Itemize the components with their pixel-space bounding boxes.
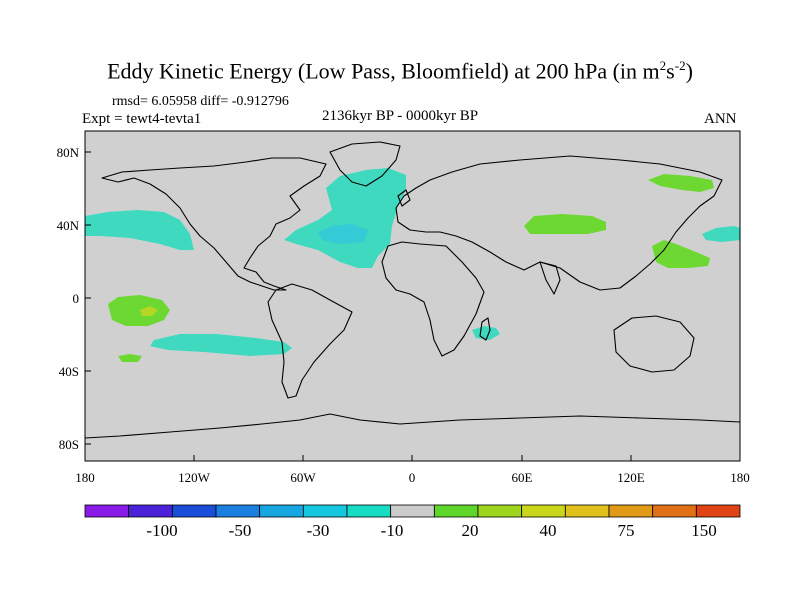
- lat-tick-label: 0: [73, 291, 80, 306]
- south-america-coast: [267, 283, 353, 399]
- lon-tick-label: 60W: [290, 470, 316, 485]
- colorbar-label: 20: [462, 521, 479, 540]
- lat-tick-label: 80N: [57, 145, 80, 160]
- lon-tick: 180: [730, 455, 750, 485]
- eurasia-coast: [395, 155, 723, 291]
- colorbar-label: -10: [381, 521, 404, 540]
- colorbar-box: [564, 504, 610, 518]
- lon-tick: 120W: [178, 455, 211, 485]
- lon-tick-label: 120E: [617, 470, 645, 485]
- south-pacific-anomaly: [150, 334, 292, 356]
- colorbar-label: -100: [146, 521, 177, 540]
- lat-tick-label: 40N: [57, 218, 80, 233]
- british-isles-coast: [397, 189, 411, 207]
- colorbar-box: [128, 504, 173, 518]
- colorbar-box: [259, 504, 304, 518]
- colorbar-box: [215, 504, 261, 518]
- colorbar-label: 150: [691, 521, 717, 540]
- colorbar-box: [171, 504, 217, 518]
- indian-ocean-anomaly: [472, 326, 500, 340]
- lat-tick-label: 40S: [59, 364, 79, 379]
- indian-subcontinent-coast: [539, 261, 561, 295]
- colorbar-box: [652, 504, 697, 518]
- west-pacific-anomaly: [702, 226, 740, 242]
- lon-tick-label: 180: [730, 470, 750, 485]
- lon-tick: 120E: [617, 455, 645, 485]
- plot-title: Eddy Kinetic Energy (Low Pass, Bloomfiel…: [0, 58, 800, 84]
- north-atlantic-core: [318, 224, 368, 244]
- title-main: Eddy Kinetic Energy (Low Pass, Bloomfiel…: [107, 58, 660, 84]
- colorbar-box: [390, 504, 435, 518]
- lon-tick-label: 120W: [178, 470, 211, 485]
- lon-tick-label: 0: [409, 470, 416, 485]
- colorbar-box: [302, 504, 348, 518]
- northeast-pacific-anomaly: [85, 210, 194, 250]
- lat-tick-label: 80S: [59, 437, 79, 452]
- title-exponent-2: -2: [674, 58, 686, 73]
- lon-tick: 60W: [290, 455, 316, 485]
- colorbar: [84, 504, 741, 518]
- north-atlantic-anomaly: [284, 168, 406, 268]
- title-close: ): [685, 58, 693, 84]
- anomaly-regions: [85, 168, 740, 362]
- colorbar-label: -30: [307, 521, 330, 540]
- madagascar-coast: [479, 317, 491, 341]
- lat-tick: 80S: [59, 437, 91, 452]
- colorbar-labels: -100 -50 -30 -10 20 40 75 150: [146, 521, 716, 540]
- title-unit-s: s: [666, 58, 675, 84]
- south-pacific-small-anomaly: [118, 354, 142, 362]
- period-label: 2136kyr BP - 0000kyr BP: [322, 108, 479, 124]
- africa-coast: [381, 241, 485, 357]
- longitude-axis: 180 120W 60W 0 60E 120E 180: [75, 455, 750, 485]
- colorbar-box: [521, 504, 566, 518]
- season-label: ANN: [704, 111, 737, 127]
- colorbar-label: -50: [229, 521, 252, 540]
- antarctica-coast: [84, 413, 741, 439]
- lon-tick-label: 60E: [512, 470, 533, 485]
- stats-label: rmsd= 6.05958 diff= -0.912796: [112, 94, 289, 109]
- colorbar-label: 75: [618, 521, 635, 540]
- colorbar-box: [608, 504, 654, 518]
- lon-tick-label: 180: [75, 470, 95, 485]
- australia-coast: [613, 315, 695, 373]
- lon-tick: 180: [75, 455, 95, 485]
- title-exponent-1: 2: [659, 58, 667, 73]
- lat-tick: 80N: [57, 145, 91, 160]
- lat-tick: 40S: [59, 364, 91, 379]
- greenland-coast: [329, 141, 401, 187]
- tropical-pacific-core: [140, 306, 158, 316]
- colorbar-label: 40: [540, 521, 557, 540]
- colorbar-box: [433, 504, 479, 518]
- lat-tick: 0: [73, 291, 91, 306]
- lon-tick: 0: [409, 455, 416, 485]
- tropical-pacific-anomaly: [108, 295, 170, 326]
- north-america-coast: [101, 157, 327, 291]
- experiment-label: Expt = tewt4-tevta1: [82, 111, 202, 127]
- lat-tick: 40N: [57, 218, 91, 233]
- central-asia-anomaly: [524, 214, 606, 234]
- colorbar-box: [695, 504, 741, 518]
- northeast-asia-anomaly: [648, 174, 714, 192]
- lon-tick: 60E: [512, 455, 533, 485]
- coastlines: [84, 141, 741, 439]
- colorbar-box: [84, 504, 130, 518]
- colorbar-box: [346, 504, 392, 518]
- colorbar-box: [477, 504, 523, 518]
- latitude-axis: 80N 40N 0 40S 80S: [57, 145, 91, 452]
